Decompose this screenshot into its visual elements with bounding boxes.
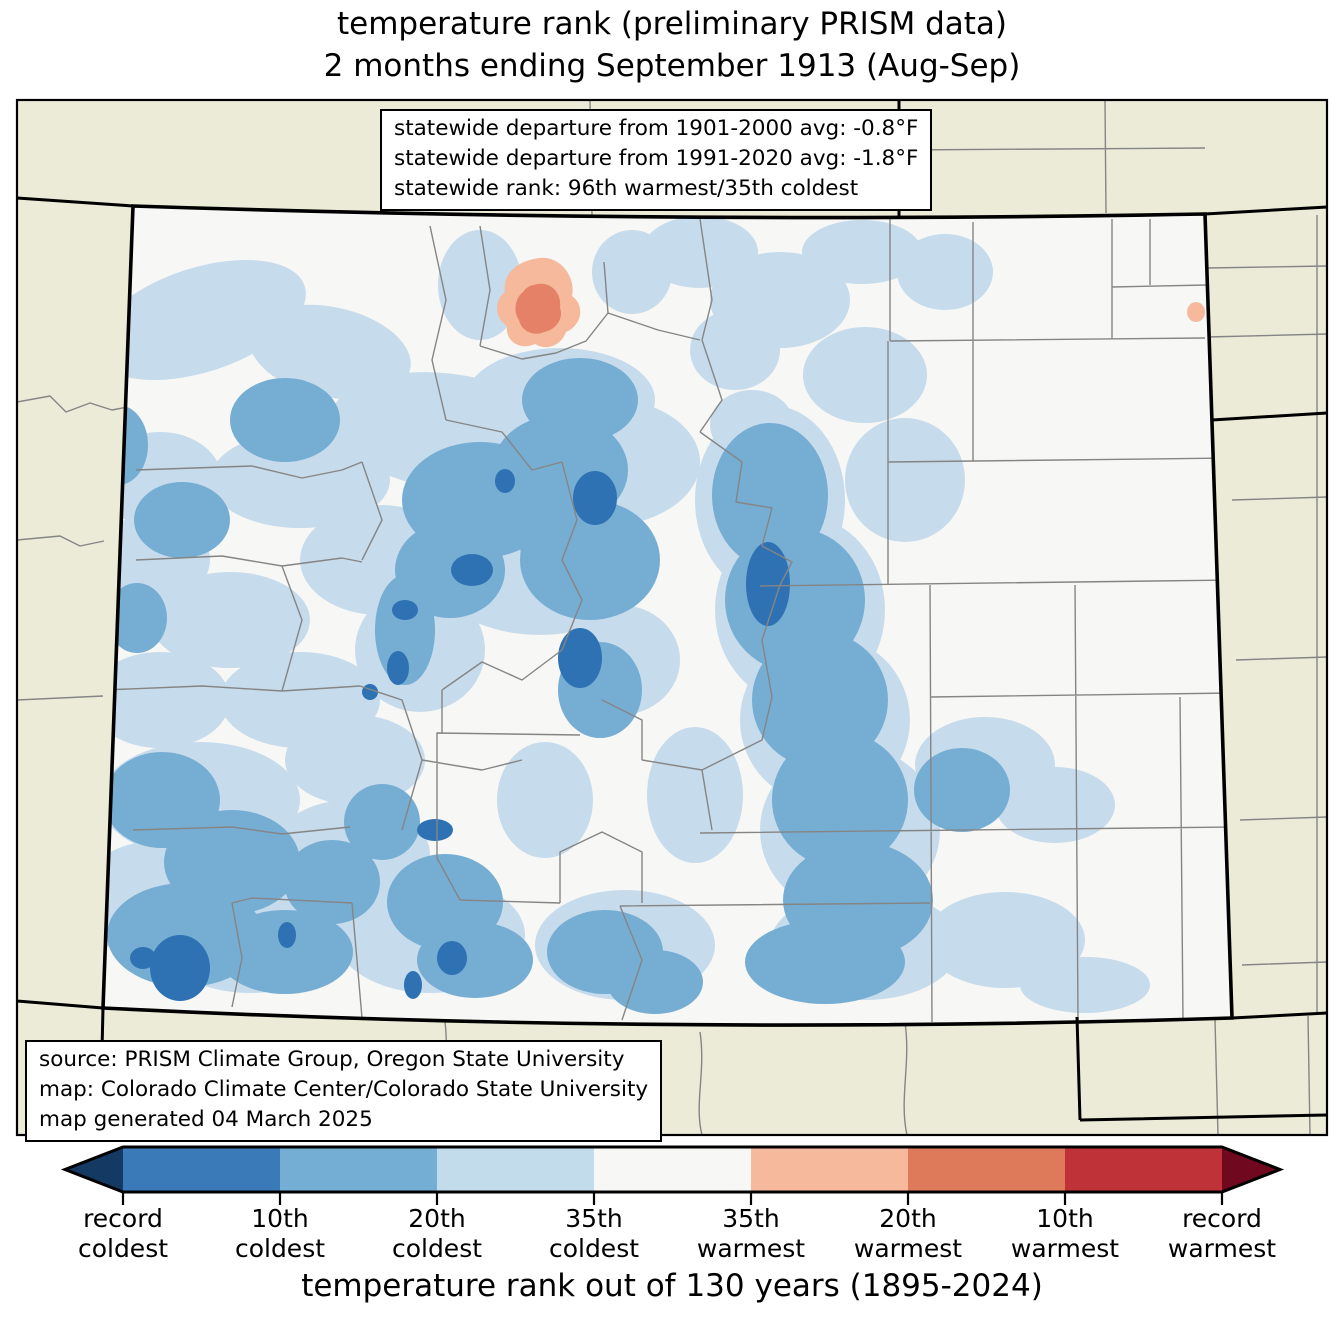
colorbar-label-10th-warmest: 10th warmest — [1010, 1204, 1120, 1263]
stats-departure-1901-2000: statewide departure from 1901-2000 avg: … — [394, 116, 919, 141]
colorbar-segment-6 — [908, 1147, 1065, 1192]
warm-anomaly-core — [515, 283, 562, 334]
map-title-line1: temperature rank (preliminary PRISM data… — [336, 6, 1007, 42]
colorado-state-outline — [101, 204, 1234, 1027]
rank-colorbar — [60, 1145, 1285, 1205]
colorbar-label-20th-coldest: 20th coldest — [391, 1204, 483, 1263]
colorbar-label-35th-coldest: 35th coldest — [548, 1204, 640, 1263]
colorbar-ticks — [121, 1192, 1224, 1205]
map-title-line2: 2 months ending September 1913 (Aug-Sep) — [323, 48, 1021, 84]
colorbar-segment-5 — [751, 1147, 908, 1192]
statewide-stats-box: statewide departure from 1901-2000 avg: … — [380, 109, 933, 211]
stats-departure-1991-2020: statewide departure from 1991-2020 avg: … — [394, 146, 919, 171]
source-line: source: PRISM Climate Group, Oregon Stat… — [39, 1047, 625, 1072]
warm-anomaly-east-dot — [1187, 302, 1205, 322]
colorbar-segment-7 — [1065, 1147, 1222, 1192]
rank-10th-coldest-areas — [130, 469, 790, 1001]
colorbar-segment-3 — [437, 1147, 594, 1192]
colorbar-label-35th-warmest: 35th warmest — [696, 1204, 806, 1263]
colorbar-segment-4 — [594, 1147, 751, 1192]
colorbar-record-warmest-arrow — [1222, 1147, 1280, 1192]
map-frame — [15, 98, 1329, 1137]
generated-date-line: map generated 04 March 2025 — [39, 1107, 373, 1132]
colorbar-record-coldest-arrow — [65, 1147, 123, 1192]
colorbar-segment-2 — [280, 1147, 437, 1192]
colorbar-label-record-warmest: record warmest — [1167, 1204, 1277, 1263]
colorbar-label-record-coldest: record coldest — [77, 1204, 169, 1263]
map-credit-line: map: Colorado Climate Center/Colorado St… — [39, 1077, 649, 1102]
colorbar-label-10th-coldest: 10th coldest — [234, 1204, 326, 1263]
source-attribution-box: source: PRISM Climate Group, Oregon Stat… — [25, 1040, 663, 1142]
colorbar-label-20th-warmest: 20th warmest — [853, 1204, 963, 1263]
colorado-county-lines — [103, 218, 1232, 1023]
colorbar-caption: temperature rank out of 130 years (1895-… — [301, 1268, 1043, 1304]
colorbar-segment-1 — [123, 1147, 280, 1192]
temperature-rank-shading — [103, 216, 1232, 1023]
stats-rank: statewide rank: 96th warmest/35th coldes… — [394, 176, 859, 201]
